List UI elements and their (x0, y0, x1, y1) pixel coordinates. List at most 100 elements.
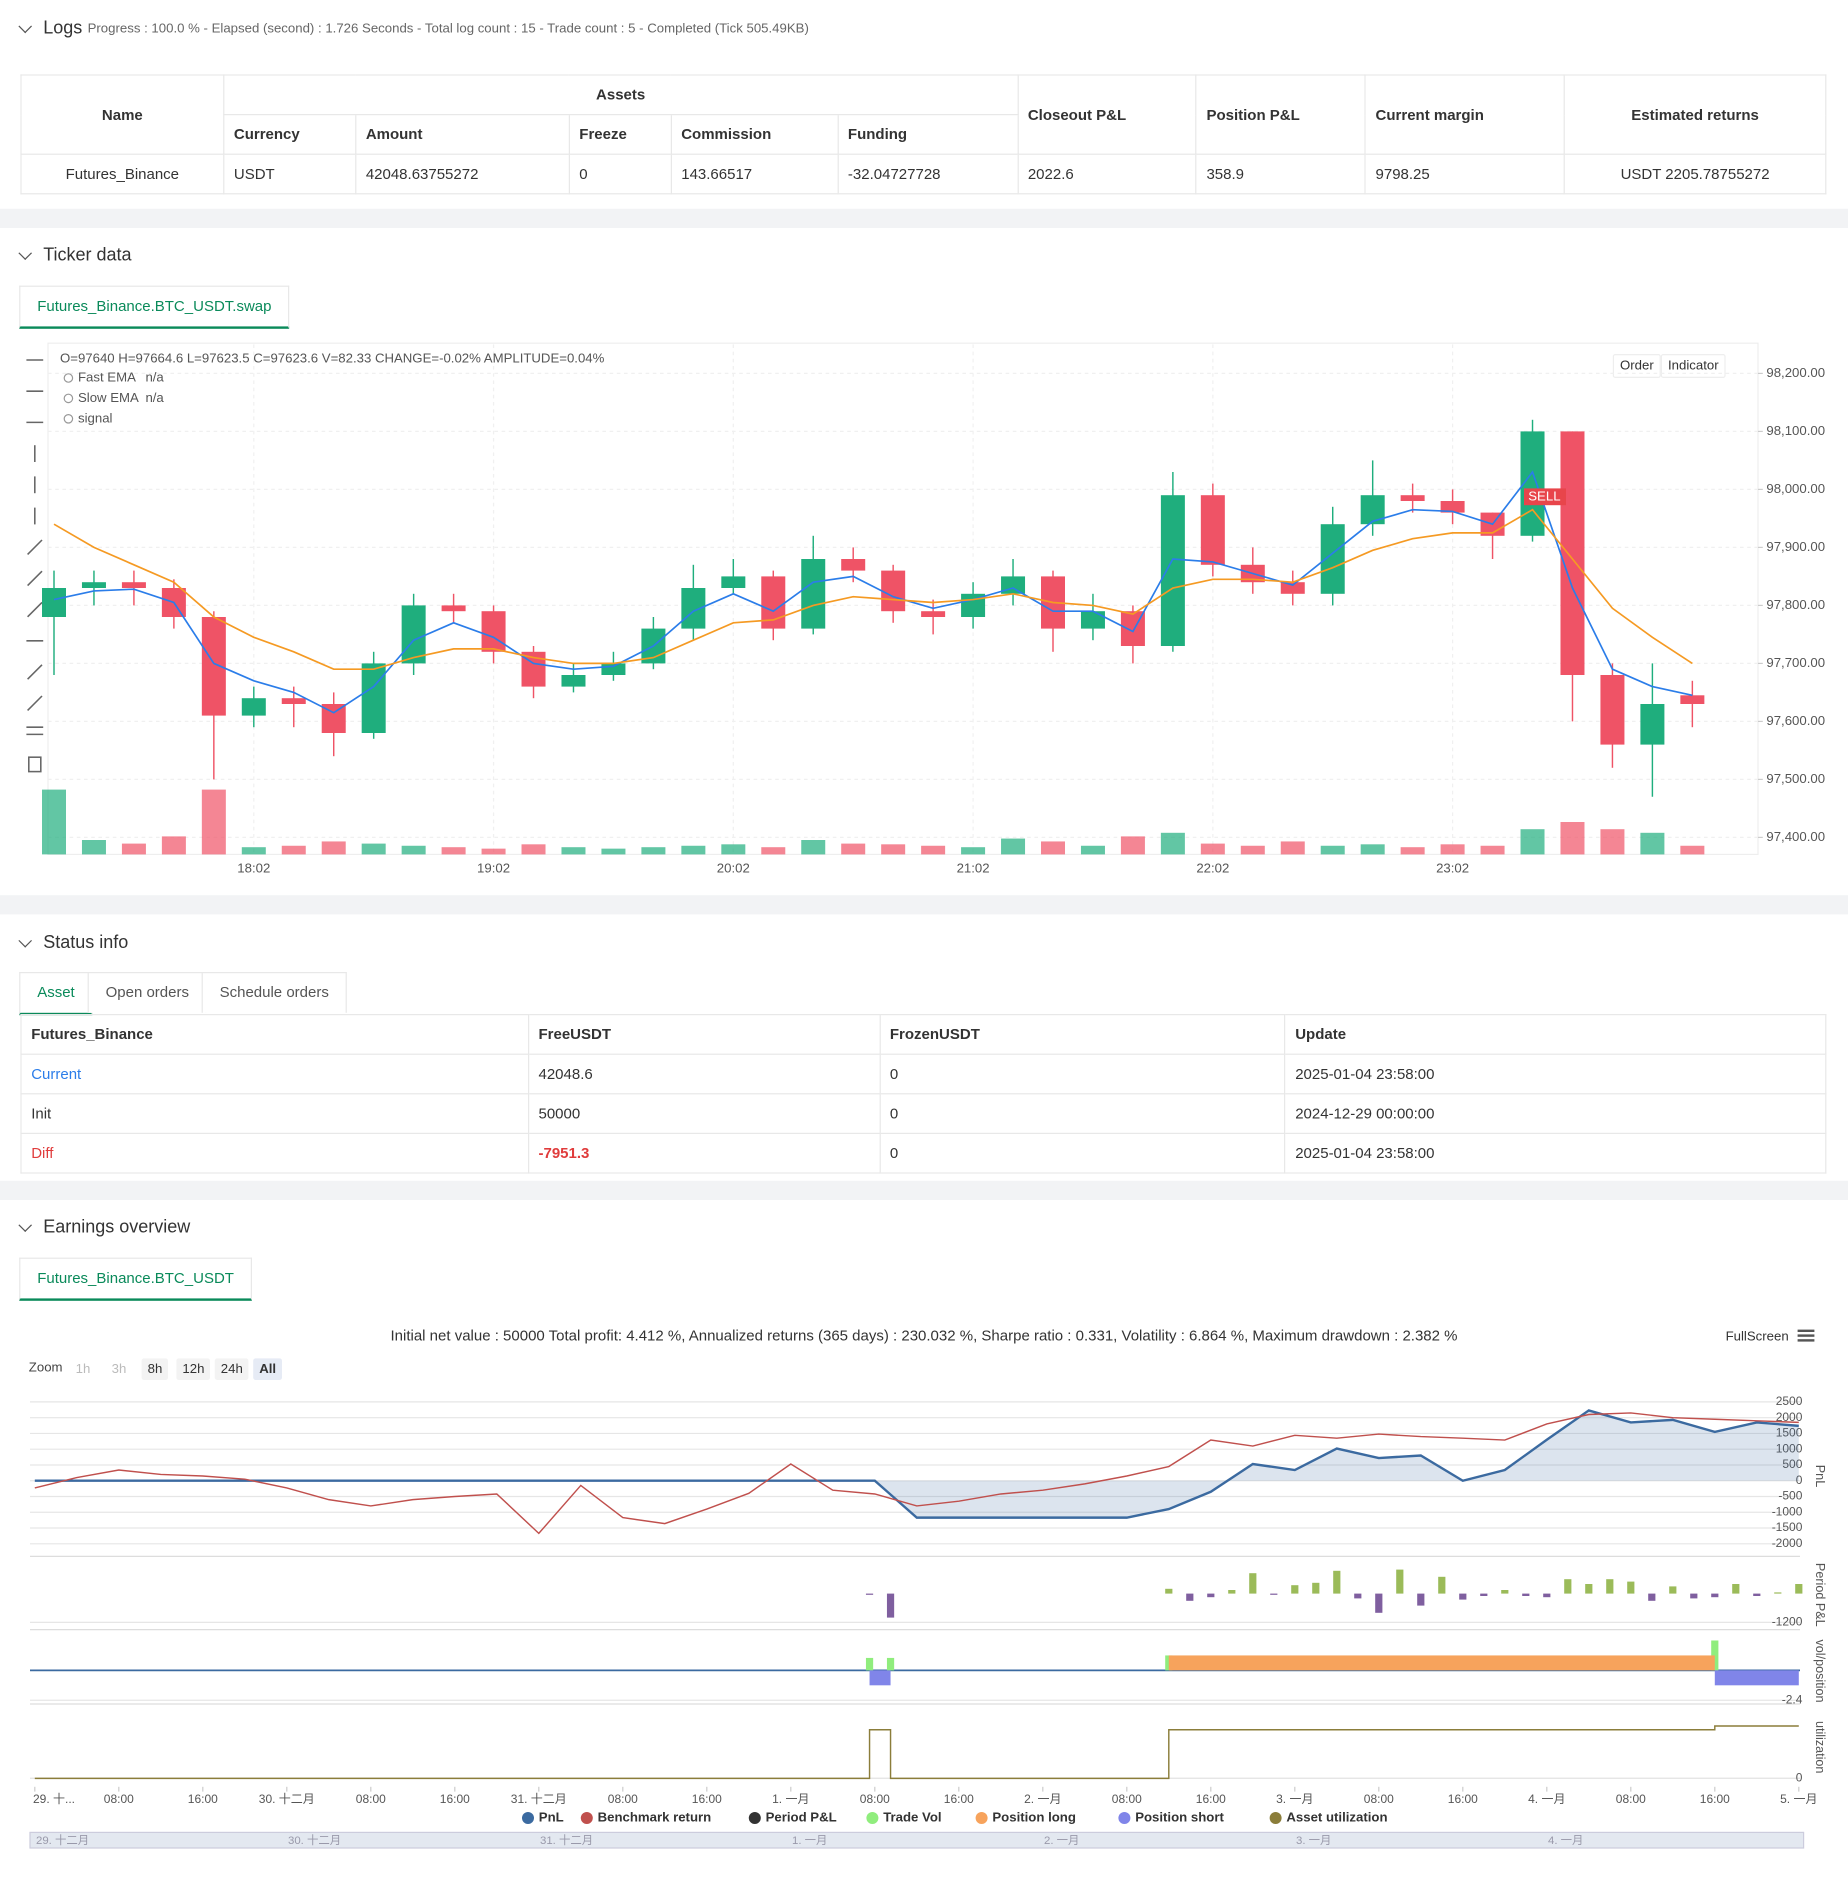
navigator[interactable] (29, 1831, 1805, 1849)
candle-body (1120, 611, 1145, 647)
y-tick-label: 98,200.00 (1766, 365, 1825, 380)
x-tick-label: 23:02 (1436, 860, 1469, 875)
collapse-icon[interactable] (18, 19, 32, 34)
bar (1480, 1593, 1488, 1597)
candle-body (281, 698, 306, 704)
legend-label: Fast EMA (78, 369, 136, 384)
x-tick-label: 16:00 (1448, 1792, 1478, 1806)
plot-frame (47, 342, 1759, 856)
tab[interactable]: Schedule orders (201, 972, 347, 1013)
y-tick-label: 0 (1796, 1473, 1803, 1487)
y-tick-label: 97,600.00 (1766, 713, 1825, 728)
candle-body (721, 576, 746, 588)
volume-bar (441, 847, 466, 855)
legend-eye (63, 393, 74, 404)
th: Current margin (1364, 74, 1565, 155)
x-tick-label: 5. 一月 (1780, 1792, 1817, 1806)
ohlc-info: O=97640 H=97664.6 L=97623.5 C=97623.6 V=… (60, 350, 605, 365)
tab[interactable]: Asset (19, 972, 93, 1016)
menu-icon[interactable] (1797, 1329, 1815, 1332)
zoom-button[interactable]: 12h (176, 1358, 211, 1380)
x-tick-label: 08:00 (1616, 1792, 1646, 1806)
candle-body (1400, 495, 1425, 502)
bar (1270, 1593, 1278, 1595)
volume-bar (1320, 845, 1345, 855)
zoom-button[interactable]: 8h (141, 1358, 169, 1380)
axis-label: PnL (1813, 1465, 1827, 1487)
legend-eye (63, 373, 74, 383)
y-tick-label: 500 (1782, 1457, 1802, 1471)
volume-bar (1440, 844, 1465, 855)
td: 42048.63755272 (355, 153, 570, 195)
bar (1627, 1581, 1635, 1594)
legend-marker (975, 1812, 988, 1825)
td: 2025-01-04 23:58:00 (1284, 1053, 1827, 1095)
y-tick-label: 98,100.00 (1766, 423, 1825, 438)
bar (1753, 1593, 1761, 1597)
legend-label: Benchmark return (598, 1809, 712, 1824)
candle-body (601, 663, 626, 675)
volume-bar (1240, 845, 1265, 855)
td: 50000 (527, 1093, 881, 1135)
candle-body (1280, 582, 1305, 594)
x-tick-label: 19:02 (477, 860, 510, 875)
drawing-toolbar (26, 359, 44, 773)
bar (1648, 1593, 1656, 1601)
collapse-icon[interactable] (18, 246, 32, 260)
legend-marker (1118, 1812, 1131, 1825)
volume-bar (81, 840, 106, 855)
zoom-button[interactable]: 1h (75, 1362, 91, 1377)
legend-label: Period P&L (766, 1809, 837, 1824)
y-tick-label: 2500 (1776, 1394, 1803, 1408)
y-tick-label: 97,800.00 (1766, 597, 1825, 612)
legend-label: Position short (1135, 1809, 1224, 1824)
th: Position P&L (1195, 74, 1366, 155)
legend-marker (580, 1812, 593, 1825)
td: Current (20, 1053, 529, 1095)
candle-body (1240, 564, 1265, 583)
volume-bar (1400, 847, 1425, 855)
separator (0, 1180, 1848, 1200)
volume-bar (1041, 841, 1065, 855)
th: Freeze (568, 114, 672, 155)
tab[interactable]: Futures_Binance.BTC_USDT (19, 1257, 252, 1301)
bar (1354, 1593, 1362, 1599)
indicator-button[interactable]: Indicator (1660, 354, 1726, 378)
x-tick-label: 08:00 (608, 1792, 638, 1806)
zoom-button[interactable]: 24h (214, 1358, 249, 1380)
fullscreen-button[interactable]: FullScreen (1725, 1329, 1789, 1344)
tab[interactable]: Futures_Binance.BTC_USDT.swap (19, 285, 290, 329)
volume-bar (401, 845, 426, 855)
volume-bar (561, 847, 586, 855)
candle-body (1560, 431, 1585, 675)
x-tick-label: 22:02 (1196, 860, 1229, 875)
status-table: Futures_Binance FreeUSDT FrozenUSDT Update … (20, 1014, 1827, 1174)
volume-bar (801, 840, 826, 855)
section-title: Logs (43, 18, 83, 39)
bar (1501, 1590, 1509, 1594)
td: 2025-01-04 23:58:00 (1284, 1132, 1827, 1174)
volume-bar (281, 845, 306, 855)
candle-body (241, 698, 266, 716)
volume-bar (161, 836, 186, 855)
order-button[interactable]: Order (1612, 354, 1661, 378)
td: 0 (879, 1132, 1286, 1174)
volume-bar (1200, 843, 1225, 855)
legend-marker (522, 1812, 534, 1825)
candle-body (641, 628, 666, 664)
zoom-button[interactable]: 3h (111, 1362, 127, 1377)
legend-eye (63, 414, 74, 424)
volume-bar (721, 844, 746, 855)
collapse-icon[interactable] (18, 934, 32, 948)
th: FrozenUSDT (879, 1014, 1286, 1055)
volume-bar (641, 847, 666, 855)
tab[interactable]: Open orders (87, 972, 207, 1013)
volume-bar (921, 845, 946, 855)
pnl-area (34, 1410, 1799, 1518)
zoom-button[interactable]: All (253, 1358, 283, 1380)
volume-bar (361, 843, 386, 855)
bar (1459, 1593, 1467, 1600)
candle-body (681, 588, 706, 629)
collapse-icon[interactable] (18, 1218, 32, 1232)
th: Update (1284, 1014, 1827, 1055)
